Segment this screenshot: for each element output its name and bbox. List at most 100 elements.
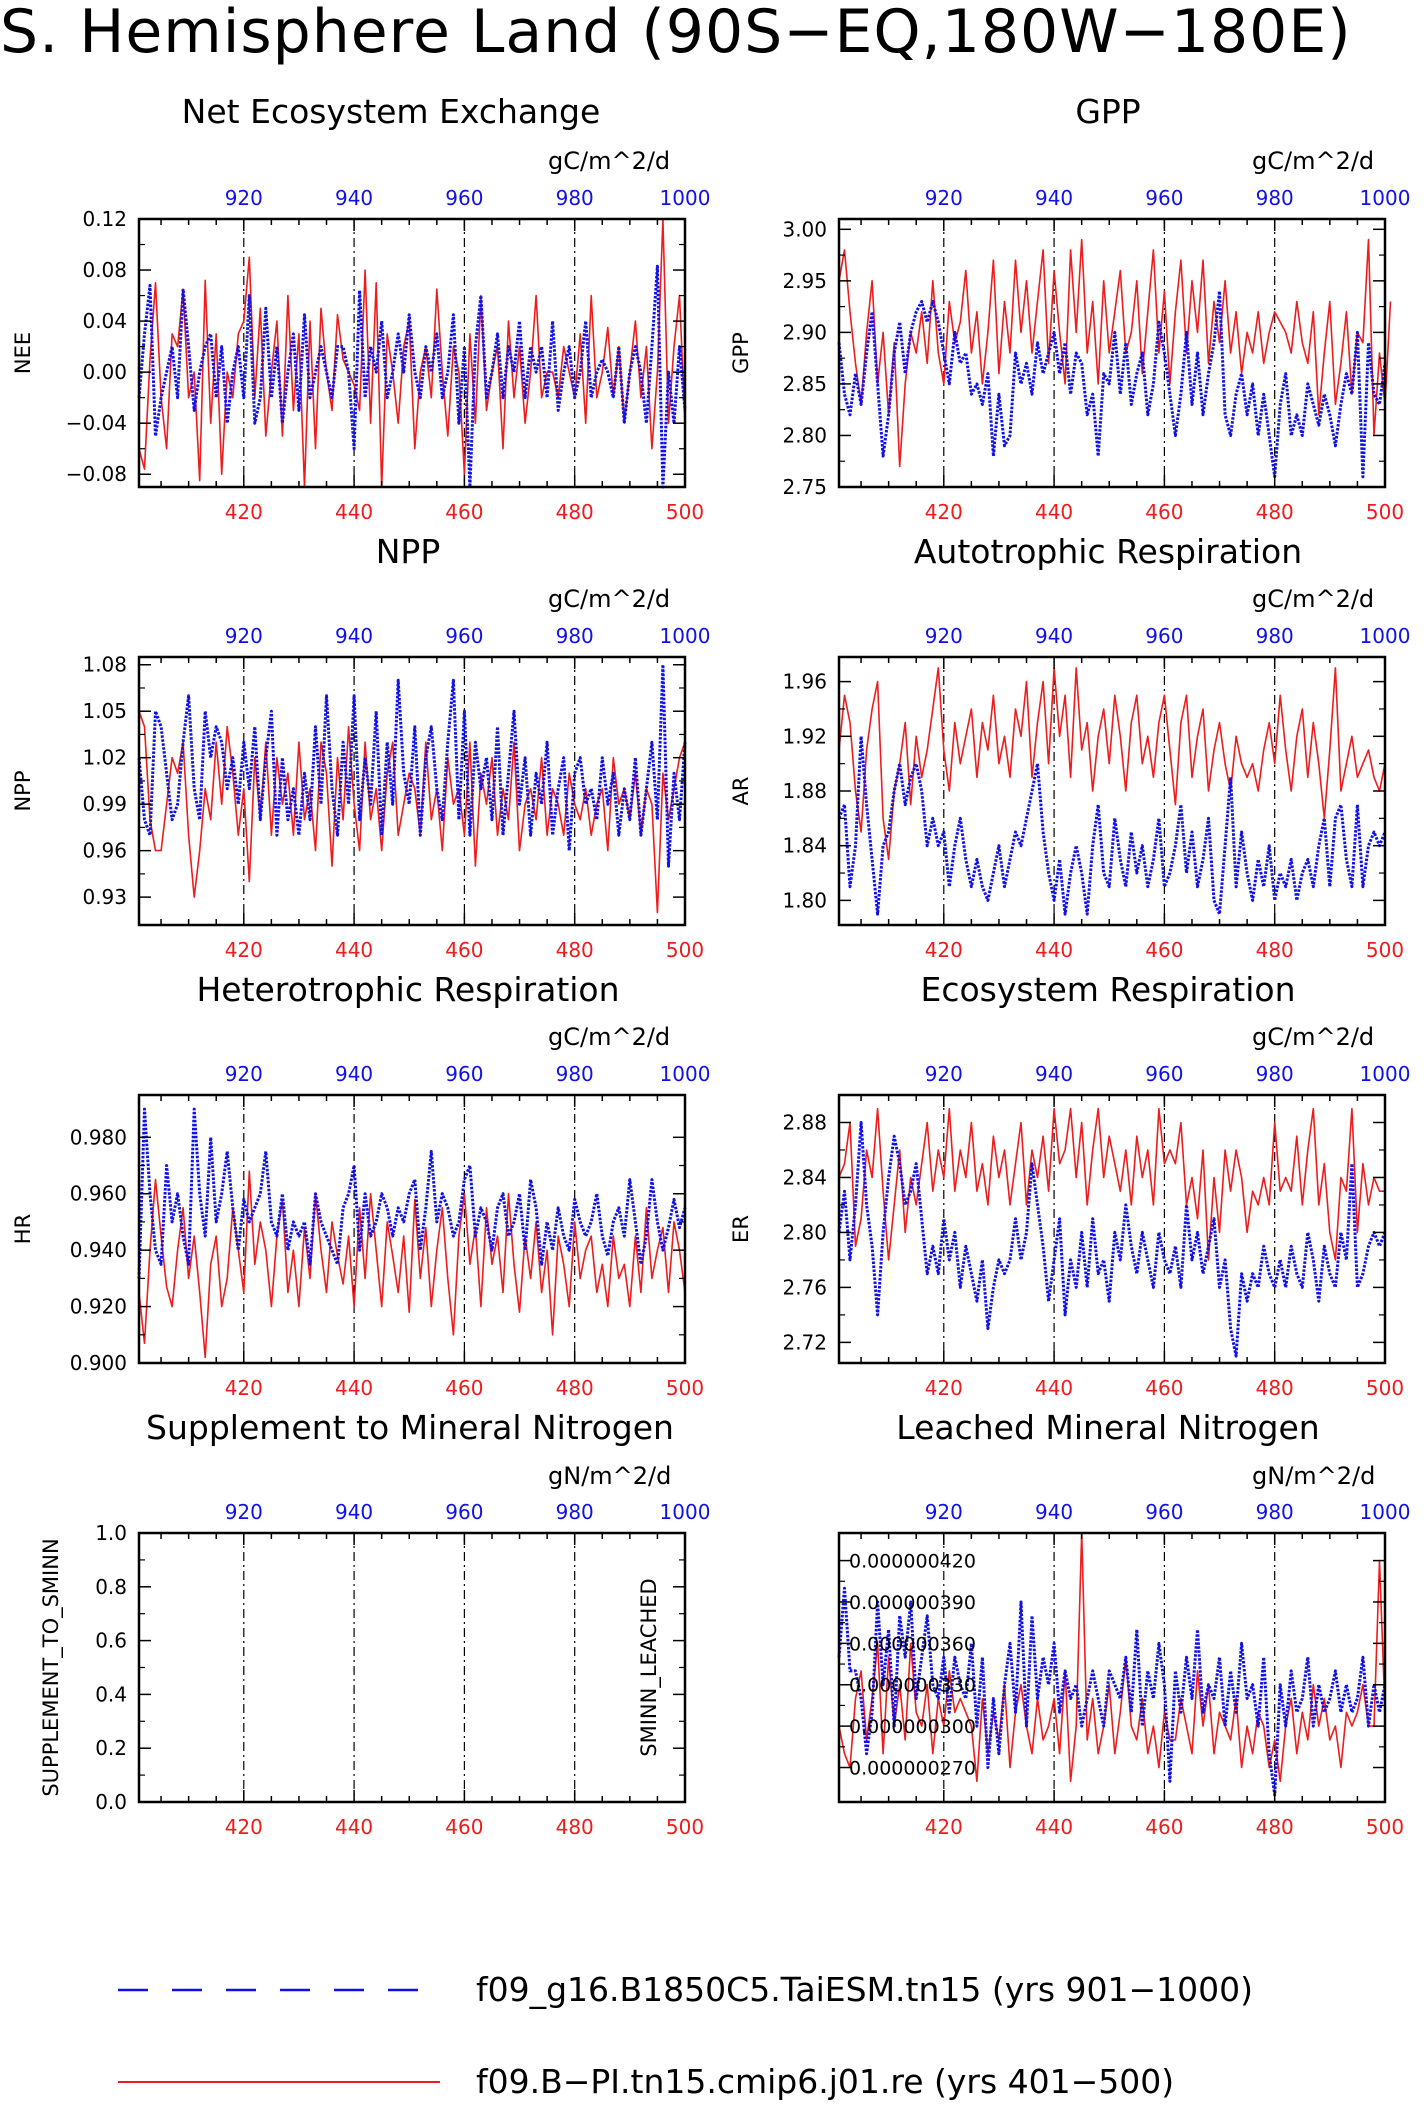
x-tick-label: 420 — [225, 938, 263, 962]
x-top-tick-label: 980 — [556, 1500, 594, 1524]
y-axis-label: SMINN_LEACHED — [637, 1578, 662, 1756]
x-tick-label: 500 — [666, 938, 704, 962]
x-tick-label: 500 — [1366, 938, 1404, 962]
units-label: gN/m^2/d — [548, 1462, 672, 1490]
units-label: gN/m^2/d — [1252, 1462, 1376, 1490]
x-tick-label: 440 — [1035, 500, 1073, 524]
x-tick-label: 420 — [225, 500, 263, 524]
y-tick-label: 1.0 — [95, 1521, 127, 1545]
y-tick-label: 1.96 — [782, 670, 827, 694]
series-line-taiesm — [837, 1121, 1387, 1358]
x-tick-label: 420 — [925, 1815, 963, 1839]
series-line-taiesm — [137, 1107, 687, 1279]
x-top-tick-label: 960 — [1145, 186, 1183, 210]
y-tick-label: 2.76 — [782, 1275, 827, 1299]
y-axis-label: NPP — [11, 770, 35, 811]
x-tick-label: 440 — [1035, 938, 1073, 962]
units-label: gC/m^2/d — [1252, 1023, 1375, 1051]
y-tick-label: 0.8 — [95, 1575, 127, 1599]
x-tick-label: 480 — [556, 1815, 594, 1839]
y-tick-label: 2.80 — [782, 1220, 827, 1244]
plot-frame — [837, 1531, 1387, 1804]
y-tick-label: 0.08 — [82, 258, 127, 282]
x-top-tick-label: 940 — [1035, 1500, 1073, 1524]
panel-title: GPP — [1075, 92, 1141, 131]
x-top-tick-label: 920 — [225, 186, 263, 210]
x-tick-label: 460 — [1145, 1376, 1183, 1400]
x-tick-label: 480 — [556, 938, 594, 962]
x-tick-label: 440 — [1035, 1815, 1073, 1839]
x-top-tick-label: 920 — [925, 1500, 963, 1524]
x-tick-label: 440 — [335, 938, 373, 962]
x-tick-label: 440 — [335, 1376, 373, 1400]
plot-frame — [837, 217, 1387, 489]
series-line-cmip6 — [838, 667, 1386, 861]
x-top-tick-label: 940 — [335, 624, 373, 648]
x-tick-label: 480 — [1256, 938, 1294, 962]
y-axis-label: HR — [11, 1214, 35, 1244]
units-label: gC/m^2/d — [1252, 147, 1375, 175]
y-tick-label: 0.980 — [70, 1125, 127, 1149]
x-top-tick-label: 920 — [225, 1500, 263, 1524]
series-line-taiesm — [837, 734, 1387, 916]
plot-frame — [137, 1093, 687, 1365]
y-tick-label: 0.93 — [82, 885, 127, 909]
x-top-tick-label: 940 — [1035, 1062, 1073, 1086]
x-top-tick-label: 1000 — [1360, 1062, 1411, 1086]
series-line-taiesm — [837, 1586, 1387, 1797]
units-label: gC/m^2/d — [548, 147, 671, 175]
x-top-tick-label: 1000 — [660, 1500, 711, 1524]
plot-frame — [837, 1093, 1387, 1365]
x-top-tick-label: 980 — [1256, 186, 1294, 210]
x-top-tick-label: 960 — [1145, 1500, 1183, 1524]
units-label: gC/m^2/d — [1252, 585, 1375, 613]
x-tick-label: 420 — [225, 1815, 263, 1839]
x-top-tick-label: 960 — [1145, 624, 1183, 648]
x-tick-label: 420 — [225, 1376, 263, 1400]
y-tick-label: 0.04 — [82, 309, 127, 333]
x-top-tick-label: 940 — [1035, 624, 1073, 648]
x-top-tick-label: 980 — [1256, 1500, 1294, 1524]
x-tick-label: 420 — [925, 938, 963, 962]
y-tick-label: −0.08 — [66, 462, 127, 486]
panel-title: Net Ecosystem Exchange — [181, 92, 601, 131]
units-label: gC/m^2/d — [548, 585, 671, 613]
x-top-tick-label: 980 — [556, 624, 594, 648]
x-tick-label: 500 — [1366, 500, 1404, 524]
units-label: gC/m^2/d — [548, 1023, 671, 1051]
y-tick-label: 3.00 — [782, 217, 827, 241]
y-tick-label: 0.00 — [82, 360, 127, 384]
panel-title: Leached Mineral Nitrogen — [896, 1408, 1320, 1447]
x-tick-label: 460 — [1145, 938, 1183, 962]
y-tick-label: 2.75 — [782, 475, 827, 499]
legend-swatch-taiesm — [118, 1988, 440, 1992]
series-line-taiesm — [137, 663, 687, 868]
y-tick-label: 0.4 — [95, 1682, 127, 1706]
x-tick-label: 500 — [666, 500, 704, 524]
y-axis-label: GPP — [729, 332, 753, 374]
y-tick-label: 1.80 — [782, 888, 827, 912]
x-top-tick-label: 980 — [1256, 1062, 1294, 1086]
y-tick-label: 0.96 — [82, 839, 127, 863]
x-top-tick-label: 1000 — [1360, 624, 1411, 648]
panel-title: Supplement to Mineral Nitrogen — [146, 1408, 674, 1447]
x-tick-label: 500 — [1366, 1815, 1404, 1839]
y-tick-label: 0.000000300 — [849, 1716, 976, 1738]
x-top-tick-label: 1000 — [1360, 1500, 1411, 1524]
x-top-tick-label: 940 — [335, 1500, 373, 1524]
y-tick-label: 0.12 — [82, 207, 127, 231]
x-tick-label: 420 — [925, 1376, 963, 1400]
y-tick-label: 1.84 — [782, 834, 827, 858]
x-top-tick-label: 960 — [445, 1062, 483, 1086]
x-tick-label: 460 — [445, 1376, 483, 1400]
series-line-cmip6 — [838, 1532, 1386, 1783]
x-top-tick-label: 920 — [925, 624, 963, 648]
y-tick-label: 0.0 — [95, 1790, 127, 1814]
x-top-tick-label: 980 — [556, 186, 594, 210]
x-top-tick-label: 960 — [445, 624, 483, 648]
